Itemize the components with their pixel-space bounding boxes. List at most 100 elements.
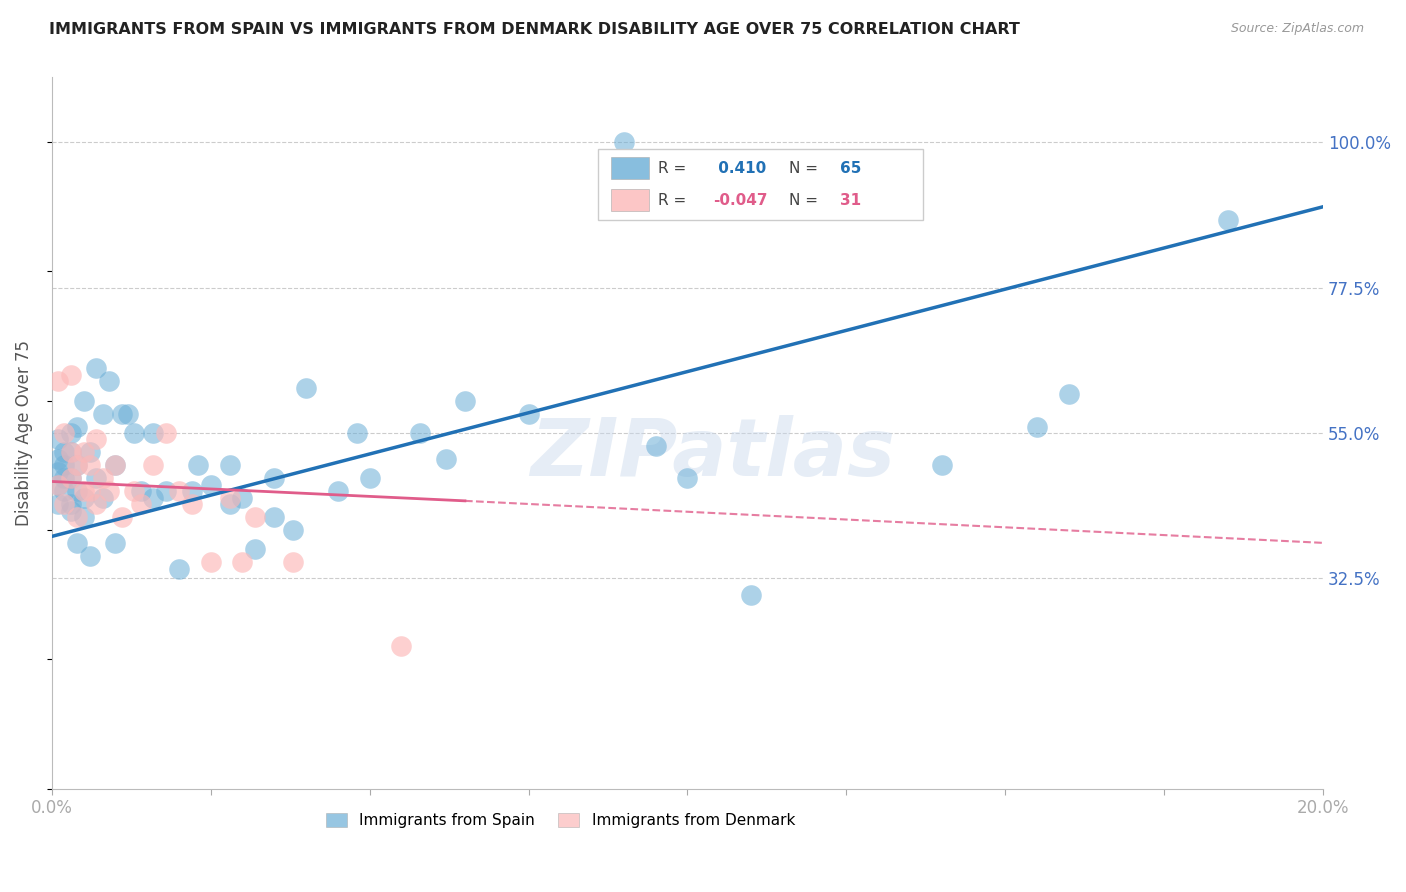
Point [46, 477, 69, 491]
FancyBboxPatch shape [612, 189, 650, 211]
Point [740, 588, 762, 602]
Point [218, 497, 240, 511]
Point [129, 497, 152, 511]
Point [79, 458, 101, 473]
Point [97, 484, 120, 499]
Point [72, 445, 94, 459]
Point [218, 491, 240, 505]
Point [104, 536, 127, 550]
Point [231, 555, 253, 569]
Point [59, 445, 82, 459]
Point [66, 510, 89, 524]
Point [263, 471, 285, 485]
Point [91, 491, 114, 505]
Point [53, 458, 76, 473]
Point [59, 471, 82, 485]
Point [218, 458, 240, 473]
Point [53, 497, 76, 511]
Point [91, 471, 114, 485]
Point [454, 393, 477, 408]
Point [111, 407, 134, 421]
Point [84, 497, 107, 511]
Point [155, 425, 177, 440]
Point [326, 484, 349, 499]
Point [263, 510, 285, 524]
Text: R =: R = [658, 193, 692, 208]
Point [84, 361, 107, 376]
Point [84, 433, 107, 447]
Point [1026, 419, 1049, 434]
Text: 31: 31 [839, 193, 860, 208]
Point [283, 555, 305, 569]
Point [53, 445, 76, 459]
Point [91, 407, 114, 421]
Point [79, 484, 101, 499]
Point [66, 458, 89, 473]
Point [59, 368, 82, 382]
Point [142, 491, 165, 505]
Point [79, 445, 101, 459]
Point [142, 458, 165, 473]
Point [97, 374, 120, 388]
Point [66, 458, 89, 473]
Point [517, 407, 540, 421]
Point [1057, 387, 1080, 401]
FancyBboxPatch shape [599, 149, 922, 219]
Point [72, 510, 94, 524]
Point [187, 458, 209, 473]
Text: N =: N = [789, 161, 823, 176]
Point [142, 425, 165, 440]
Point [243, 510, 266, 524]
Text: Source: ZipAtlas.com: Source: ZipAtlas.com [1230, 22, 1364, 36]
Point [283, 523, 305, 537]
Point [346, 425, 368, 440]
Point [46, 465, 69, 479]
FancyBboxPatch shape [612, 157, 650, 179]
Text: ZIPatlas: ZIPatlas [530, 416, 896, 493]
Point [84, 471, 107, 485]
Point [53, 471, 76, 485]
Point [111, 510, 134, 524]
Point [644, 439, 666, 453]
Point [59, 471, 82, 485]
Point [803, 186, 825, 201]
Text: N =: N = [789, 193, 823, 208]
Point [124, 425, 146, 440]
Point [180, 484, 202, 499]
Point [104, 458, 127, 473]
Point [66, 419, 89, 434]
Point [167, 562, 190, 576]
Point [46, 497, 69, 511]
Point [243, 542, 266, 557]
Point [104, 458, 127, 473]
Point [434, 451, 457, 466]
Y-axis label: Disability Age Over 75: Disability Age Over 75 [15, 340, 32, 526]
Point [66, 536, 89, 550]
Point [359, 471, 381, 485]
Point [46, 433, 69, 447]
Point [72, 491, 94, 505]
Point [53, 484, 76, 499]
Point [231, 491, 253, 505]
Point [155, 484, 177, 499]
Point [46, 451, 69, 466]
Point [295, 381, 318, 395]
Point [200, 477, 222, 491]
Point [59, 425, 82, 440]
Point [124, 484, 146, 499]
Point [1216, 212, 1239, 227]
Point [46, 477, 69, 491]
Point [931, 458, 953, 473]
Point [72, 484, 94, 499]
Point [59, 503, 82, 517]
Point [409, 425, 432, 440]
Point [117, 407, 139, 421]
Point [180, 497, 202, 511]
Text: R =: R = [658, 161, 692, 176]
Legend: Immigrants from Spain, Immigrants from Denmark: Immigrants from Spain, Immigrants from D… [319, 806, 801, 834]
Point [129, 484, 152, 499]
Text: 65: 65 [839, 161, 862, 176]
Text: 0.410: 0.410 [713, 161, 766, 176]
Text: -0.047: -0.047 [713, 193, 768, 208]
Point [72, 393, 94, 408]
